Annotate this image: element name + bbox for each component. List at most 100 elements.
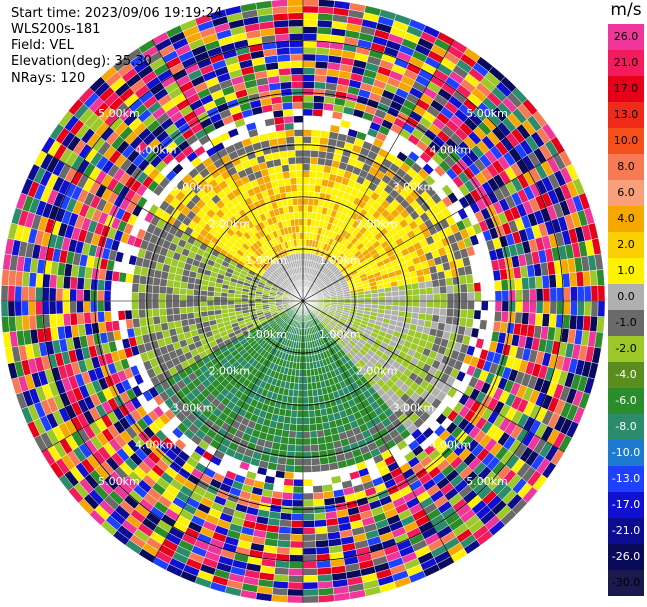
ray-gate [298, 376, 304, 384]
ray-gate [96, 300, 105, 312]
ray-gate [172, 287, 181, 295]
ray-gate [313, 95, 325, 104]
ray-gate [397, 284, 406, 292]
ray-gate [261, 300, 269, 304]
ray-gate [570, 286, 578, 302]
ray-gate [302, 197, 309, 206]
ray-gate [317, 150, 327, 159]
ray-gate [451, 276, 461, 286]
ray-gate [307, 389, 314, 398]
ray-gate [528, 312, 537, 326]
ray-gate [426, 293, 434, 302]
ray-gate [138, 275, 148, 285]
ray-gate [562, 314, 571, 330]
ray-gate [179, 306, 188, 315]
ray-gate [166, 314, 175, 323]
ray-gate [159, 315, 168, 324]
ray-gate [343, 298, 352, 302]
ray-gate [315, 171, 324, 180]
ray-gate [302, 74, 316, 82]
ray-gate [289, 416, 298, 425]
ray-gate [317, 587, 335, 596]
ray-gate [582, 270, 592, 287]
ray-gate [302, 60, 316, 69]
ray-gate [214, 309, 222, 316]
ray-gate [371, 300, 379, 306]
ray-gate [312, 388, 319, 397]
ray-gate [254, 300, 263, 304]
ray-gate [7, 300, 16, 317]
ray-gate [200, 310, 209, 318]
ray-gate [473, 282, 482, 293]
ray-gate [302, 136, 312, 144]
ray-gate [288, 568, 304, 576]
ray-gate [309, 163, 318, 172]
ray-gate [90, 311, 99, 324]
ray-gate [541, 274, 550, 289]
ray-gate [274, 560, 290, 569]
ray-gate [90, 289, 98, 302]
ray-gate [131, 282, 140, 293]
ray-gate [302, 129, 313, 137]
ray-gate [287, 588, 304, 597]
ray-gate [97, 279, 106, 291]
ray-gate [319, 136, 329, 146]
ray-gate [313, 505, 326, 514]
ray-gate [302, 12, 319, 21]
ray-gate [277, 532, 291, 542]
ray-gate [487, 310, 496, 322]
ray-gate [49, 313, 58, 328]
ray-gate [302, 444, 312, 453]
ray-gate [314, 519, 327, 528]
ray-gate [76, 312, 85, 325]
ray-gate [521, 312, 530, 325]
ray-gate [568, 314, 578, 330]
ray-gate [460, 292, 468, 302]
ray-gate [528, 300, 537, 314]
ray-gate [398, 290, 407, 297]
ray-gate [391, 300, 400, 307]
ray-gate [418, 306, 427, 315]
ray-gate [398, 300, 407, 307]
ray-gate [287, 581, 304, 590]
ray-gate [548, 274, 557, 289]
ray-gate [124, 291, 132, 302]
ray-gate [49, 274, 58, 289]
ray-gate [294, 444, 304, 453]
ray-gate [35, 286, 43, 302]
ray-gate [302, 520, 316, 528]
ray-gate [583, 285, 592, 302]
ray-gate [76, 288, 84, 302]
ray-gate [316, 566, 332, 576]
ray-gate [293, 472, 304, 480]
ray-gate [316, 429, 325, 438]
ray-gate [446, 292, 455, 302]
ray-gate [292, 485, 304, 494]
ray-gate [597, 300, 606, 318]
ray-gate [596, 269, 605, 286]
ray-gate [295, 424, 304, 432]
ray-gate [412, 300, 420, 308]
ray-gate [145, 276, 155, 286]
ray-gate [418, 287, 427, 296]
ray-gate [298, 369, 304, 377]
ray-gate [315, 47, 330, 56]
ray-gate [318, 143, 328, 153]
ray-gate [302, 142, 312, 151]
ray-gate [158, 285, 167, 295]
ray-gate [590, 285, 599, 302]
ray-gate [62, 300, 71, 314]
ray-gate [62, 275, 72, 289]
ray-gate [125, 318, 134, 330]
ray-gate [465, 317, 474, 329]
ray-gate [302, 437, 311, 446]
ray-gate [14, 300, 23, 317]
ray-gate [419, 294, 427, 302]
ray-gate [310, 143, 320, 152]
ray-gate [307, 204, 314, 213]
ray-gate [310, 450, 320, 459]
ray-gate [534, 313, 544, 327]
ray-gate [131, 300, 139, 311]
ray-gate [103, 300, 112, 312]
ray-gate [321, 414, 329, 424]
